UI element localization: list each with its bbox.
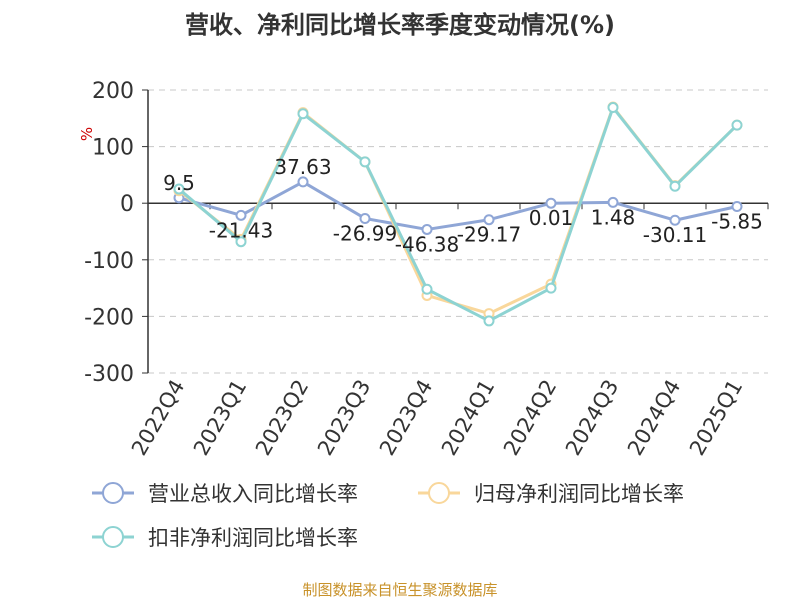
series-line bbox=[178, 105, 739, 316]
x-tick-label: 2023Q2 bbox=[251, 376, 313, 460]
data-point bbox=[731, 201, 743, 213]
data-point bbox=[421, 283, 433, 295]
legend-marker bbox=[102, 526, 124, 548]
legend-marker bbox=[428, 482, 450, 504]
data-point bbox=[545, 282, 557, 294]
data-point bbox=[669, 180, 681, 192]
data-point bbox=[297, 176, 309, 188]
data-label: -5.85 bbox=[711, 210, 763, 234]
x-tick-label: 2024Q2 bbox=[499, 376, 561, 460]
series-line bbox=[178, 180, 738, 231]
y-tick-label: 200 bbox=[92, 79, 134, 104]
data-label: -30.11 bbox=[643, 223, 707, 247]
legend-label: 营业总收入同比增长率 bbox=[148, 482, 358, 506]
data-point bbox=[731, 119, 743, 131]
data-point bbox=[483, 214, 495, 226]
x-tick-label: 2022Q4 bbox=[127, 376, 189, 460]
data-point bbox=[359, 156, 371, 168]
series-2 bbox=[173, 102, 743, 327]
data-point bbox=[669, 214, 681, 226]
data-point bbox=[297, 108, 309, 120]
x-tick-label: 2023Q1 bbox=[189, 376, 251, 460]
data-point bbox=[607, 102, 619, 114]
data-label: 37.63 bbox=[274, 155, 331, 179]
x-tick-label: 2025Q1 bbox=[685, 376, 747, 460]
legend-item-2: 扣非净利润同比增长率 bbox=[92, 526, 358, 550]
data-point bbox=[545, 197, 557, 209]
x-tick-label: 2023Q4 bbox=[375, 376, 437, 460]
data-point bbox=[421, 223, 433, 235]
source-note: 制图数据来自恒生聚源数据库 bbox=[302, 581, 497, 599]
series-1 bbox=[173, 101, 743, 320]
y-tick-label: -300 bbox=[84, 362, 134, 387]
data-point bbox=[235, 236, 247, 248]
data-label: -29.17 bbox=[457, 223, 521, 247]
legend-marker bbox=[102, 482, 124, 504]
x-tick-label: 2024Q1 bbox=[437, 376, 499, 460]
x-tick-label: 2024Q3 bbox=[561, 376, 623, 460]
data-label: -26.99 bbox=[333, 221, 397, 245]
data-label: 0.01 bbox=[529, 206, 574, 230]
legend-label: 归母净利润同比增长率 bbox=[474, 482, 684, 506]
data-label: 9.5 bbox=[163, 171, 195, 195]
legend-item-1: 归母净利润同比增长率 bbox=[418, 482, 684, 506]
data-label: 1.48 bbox=[591, 205, 636, 229]
data-label: -46.38 bbox=[395, 232, 459, 256]
data-point bbox=[483, 315, 495, 327]
y-tick-label: 100 bbox=[92, 136, 134, 161]
legend-item-0: 营业总收入同比增长率 bbox=[92, 482, 358, 506]
data-point bbox=[235, 209, 247, 221]
legend-label: 扣非净利润同比增长率 bbox=[148, 526, 358, 550]
chart-title: 营收、净利同比增长率季度变动情况(%) bbox=[185, 11, 615, 39]
y-tick-label: 0 bbox=[120, 192, 134, 217]
x-tick-label: 2023Q3 bbox=[313, 376, 375, 460]
data-point bbox=[607, 196, 619, 208]
series-0 bbox=[173, 176, 743, 235]
y-tick-label: -200 bbox=[84, 305, 134, 330]
data-label: -21.43 bbox=[209, 218, 273, 242]
y-tick-label: -100 bbox=[84, 249, 134, 274]
data-point bbox=[359, 212, 371, 224]
x-tick-label: 2024Q4 bbox=[623, 376, 685, 460]
series-line bbox=[178, 106, 739, 323]
data-point bbox=[173, 183, 185, 195]
y-axis-unit-label: % bbox=[78, 127, 96, 141]
